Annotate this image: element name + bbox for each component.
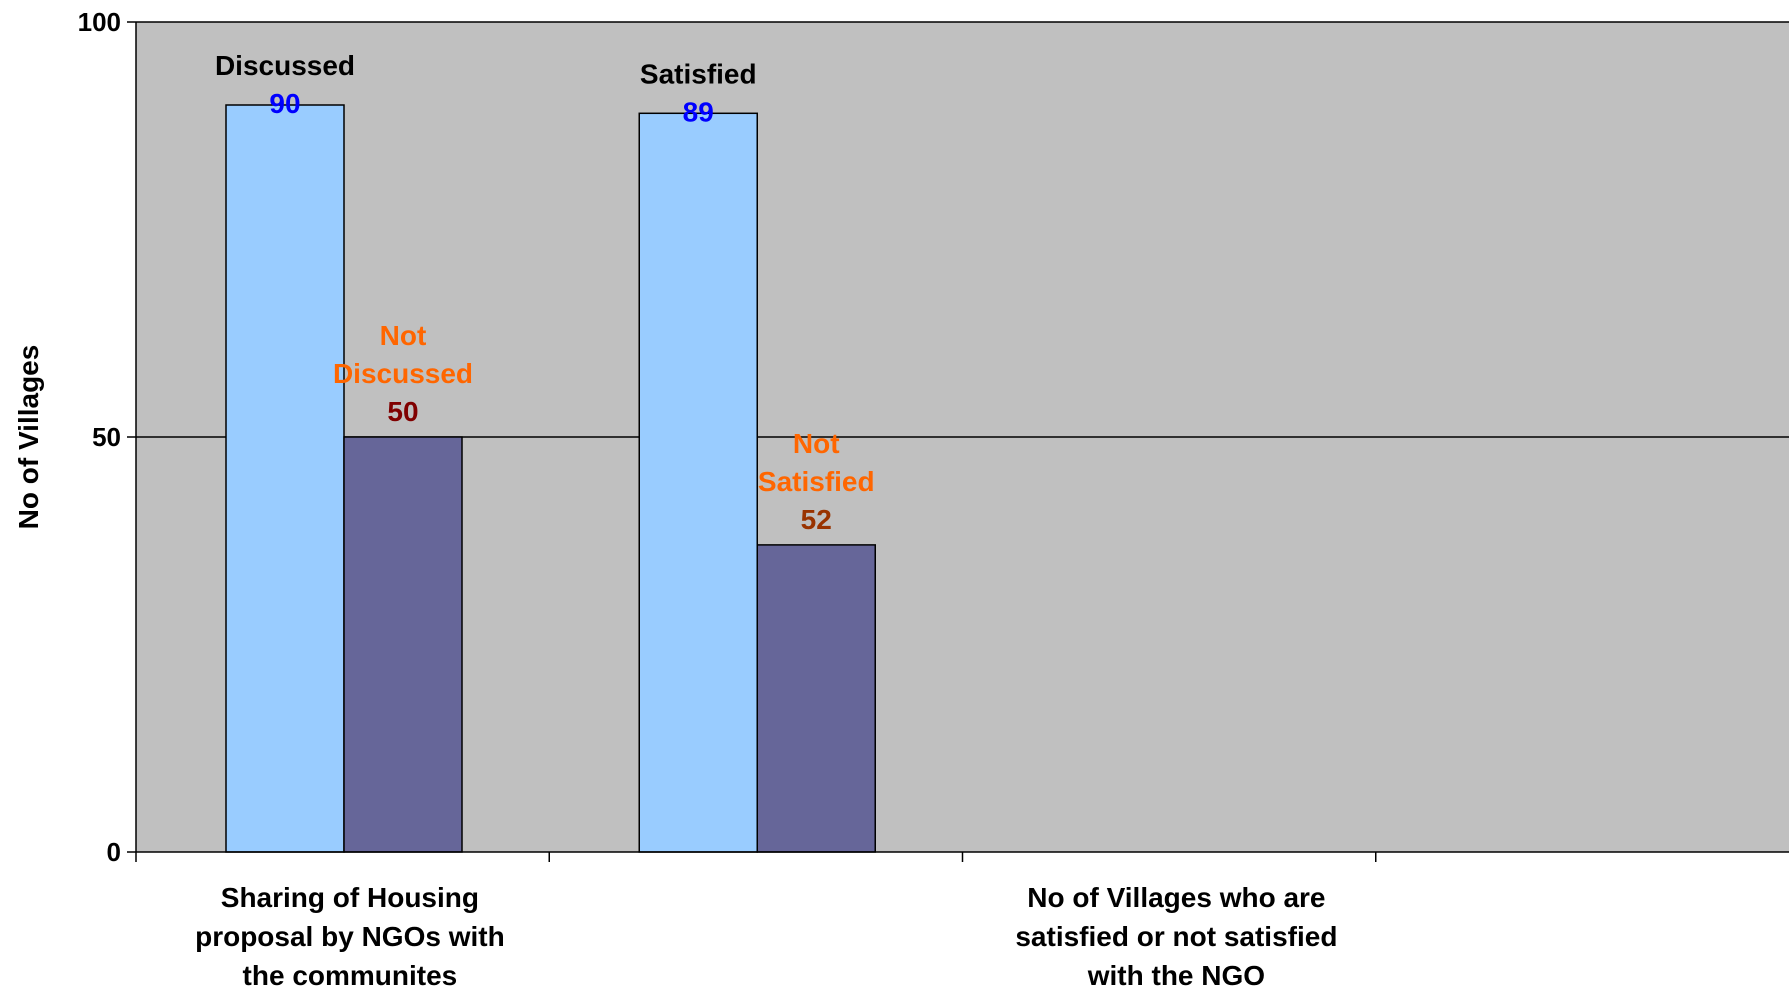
y-tick-label: 100 (78, 7, 121, 37)
bar-annotation: Discussed (333, 358, 473, 389)
y-axis-title: No of Villages (13, 345, 44, 530)
bar-annotation: Satisfied (640, 58, 757, 89)
bar-annotation: Not (793, 428, 840, 459)
x-category-label: the communites (243, 960, 458, 991)
data-label: 90 (269, 88, 300, 119)
data-label: 89 (683, 96, 714, 127)
y-tick-label: 0 (107, 837, 121, 867)
bar-annotation: Discussed (215, 50, 355, 81)
data-label: 50 (387, 396, 418, 427)
bar (756, 544, 876, 853)
x-category-label: satisfied or not satisfied (1015, 921, 1337, 952)
x-category-label: No of Villages who are (1027, 882, 1325, 913)
bar-annotation: Not (380, 320, 427, 351)
bar (225, 104, 345, 853)
y-tick-label: 50 (92, 422, 121, 452)
data-label: 52 (801, 504, 832, 535)
x-category-label: with the NGO (1087, 960, 1265, 991)
bar (638, 112, 758, 853)
x-category-label: proposal by NGOs with (195, 921, 505, 952)
x-category-label: Sharing of Housing (221, 882, 479, 913)
bar-annotation: Satisfied (758, 466, 875, 497)
bar (343, 436, 463, 853)
